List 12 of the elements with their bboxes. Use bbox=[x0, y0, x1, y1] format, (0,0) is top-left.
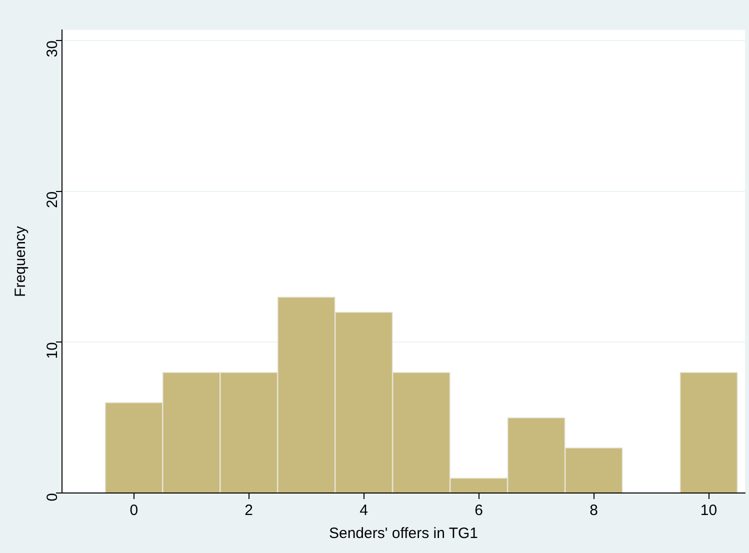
x-tick-label: 10 bbox=[700, 502, 718, 520]
y-tick-label: 10 bbox=[44, 342, 62, 359]
x-axis-title: Senders' offers in TG1 bbox=[328, 525, 478, 542]
x-tick-label: 6 bbox=[474, 502, 483, 520]
y-tick-label: 20 bbox=[44, 191, 62, 208]
x-tick-label: 8 bbox=[590, 502, 598, 520]
y-tick-label: 0 bbox=[44, 493, 62, 502]
y-tick-label: 30 bbox=[44, 40, 62, 58]
y-axis-title: Frequency bbox=[12, 226, 30, 297]
x-tick-label: 2 bbox=[244, 502, 254, 520]
x-tick-label: 4 bbox=[360, 502, 368, 520]
x-tick-label: 0 bbox=[130, 502, 138, 520]
